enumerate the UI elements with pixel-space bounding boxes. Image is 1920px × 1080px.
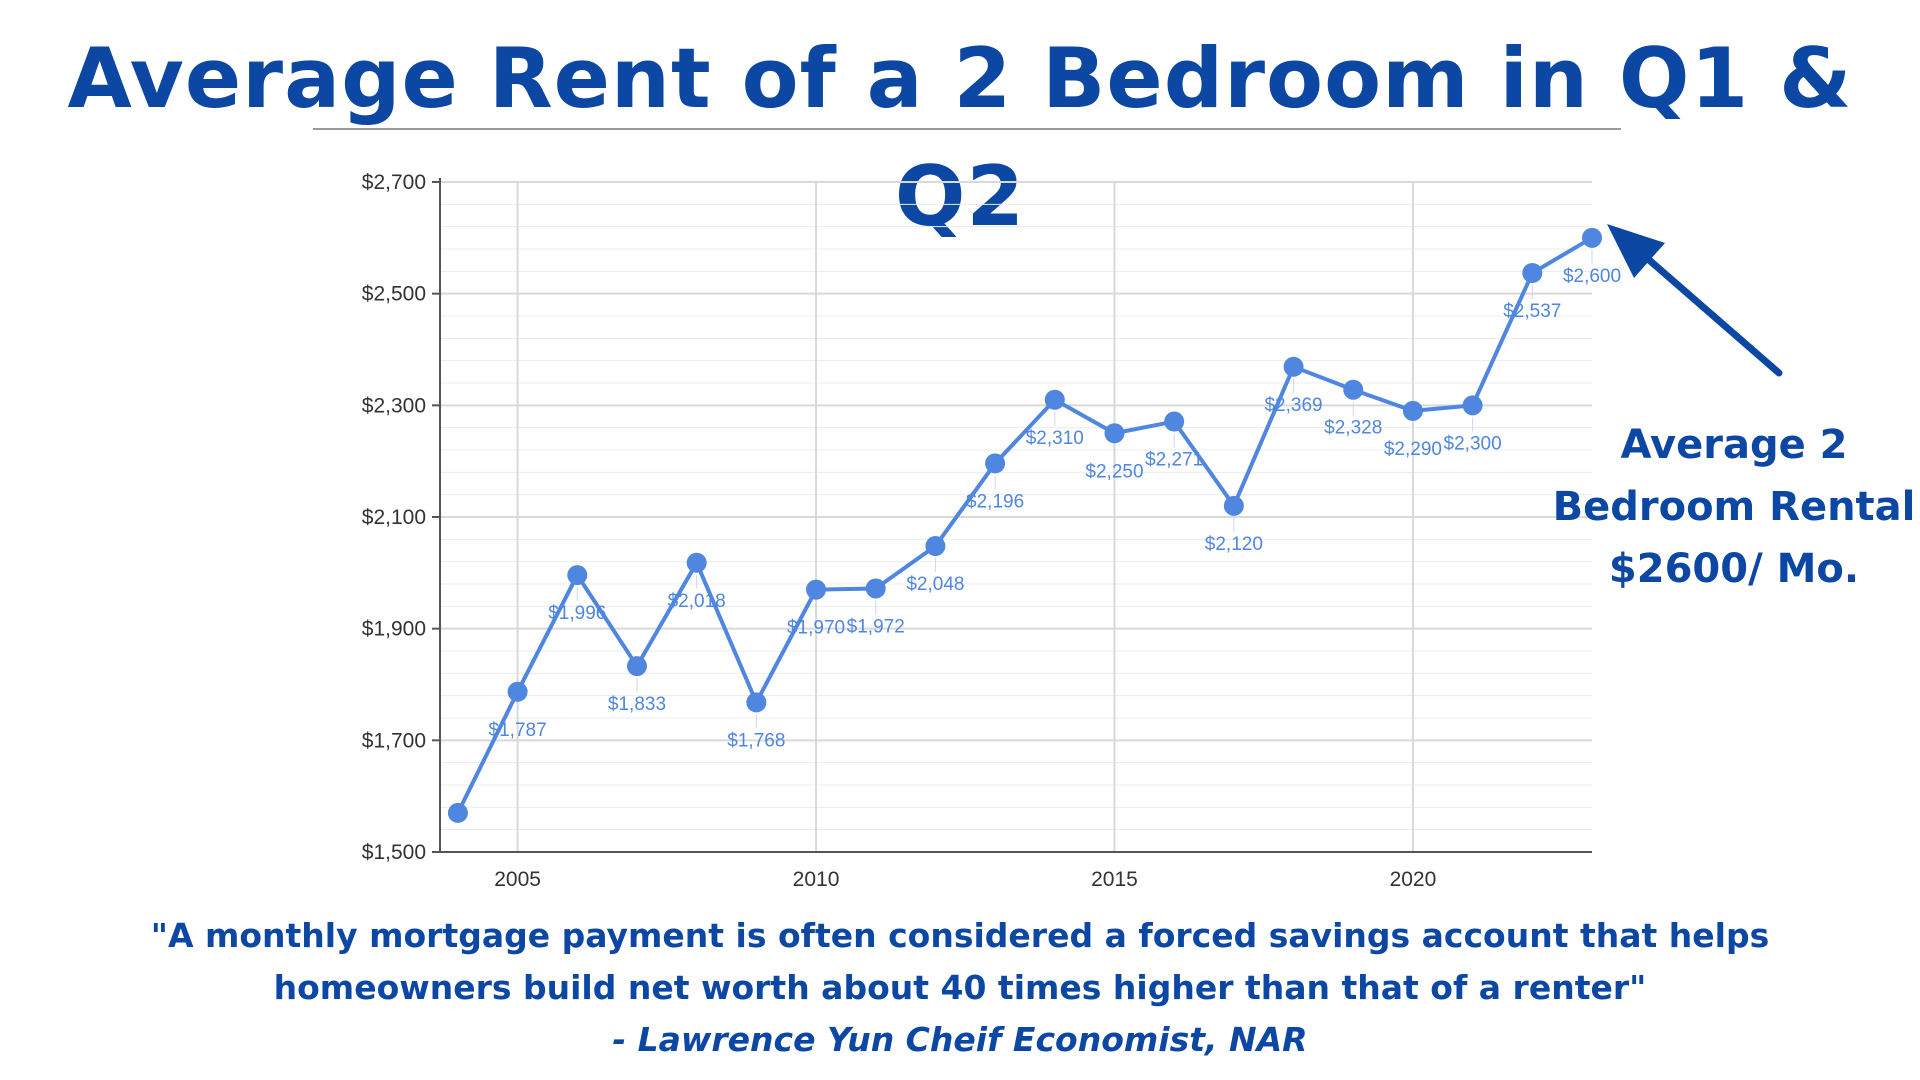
x-tick-label: 2010 xyxy=(793,868,840,891)
data-point xyxy=(746,692,767,713)
quote-attribution: - Lawrence Yun Cheif Economist, NAR xyxy=(612,1020,1308,1059)
callout-line-3: $2600/ Mo. xyxy=(1608,546,1860,592)
x-tick-label: 2015 xyxy=(1091,868,1138,891)
data-label: $2,196 xyxy=(966,491,1024,512)
data-point xyxy=(1283,356,1304,377)
data-point xyxy=(1223,495,1244,516)
data-point xyxy=(686,552,707,573)
data-point xyxy=(567,565,588,586)
callout-line-2: Bedroom Rental xyxy=(1552,484,1916,530)
y-tick-label: $1,500 xyxy=(362,841,426,864)
data-label: $2,018 xyxy=(668,591,726,612)
chart-title: Average Rent of a 2 Bedroom in Q1 & Q2 xyxy=(67,30,1853,245)
y-tick-label: $2,500 xyxy=(362,283,426,306)
quote-block: "A monthly mortgage payment is often con… xyxy=(60,910,1860,1066)
data-label: $2,048 xyxy=(906,574,964,595)
callout-arrow xyxy=(1607,224,1783,377)
data-label: $2,300 xyxy=(1444,433,1502,454)
x-tick-label: 2020 xyxy=(1390,868,1437,891)
grid-lines xyxy=(440,181,1592,852)
data-point xyxy=(1164,411,1185,432)
data-label: $1,972 xyxy=(847,616,905,637)
data-point xyxy=(1582,227,1602,248)
data-point xyxy=(985,453,1006,474)
title-underline xyxy=(313,128,1621,130)
data-label: $2,310 xyxy=(1026,428,1084,449)
data-point xyxy=(1343,379,1364,400)
data-point xyxy=(1522,263,1543,284)
callout-line-1: Average 2 xyxy=(1620,422,1848,468)
y-tick-label: $2,100 xyxy=(362,506,426,529)
y-tick-label: $1,700 xyxy=(362,729,426,752)
data-label: $1,768 xyxy=(727,730,785,751)
data-point xyxy=(806,579,827,600)
quote-line-2: homeowners build net worth about 40 time… xyxy=(273,968,1647,1007)
data-label: $2,600 xyxy=(1563,266,1621,287)
data-label: $2,537 xyxy=(1503,301,1561,322)
y-tick-label: $2,700 xyxy=(362,171,426,194)
y-tick-label: $1,900 xyxy=(362,618,426,641)
data-point xyxy=(507,681,528,702)
data-point xyxy=(865,578,886,599)
data-label: $2,250 xyxy=(1085,461,1143,482)
data-label: $2,328 xyxy=(1324,418,1382,439)
data-label: $2,271 xyxy=(1145,450,1203,471)
data-labels: $1,787 $1,996 $1,833 $2,018 $1,768 $1,970 $1,9… xyxy=(489,249,1621,751)
data-point xyxy=(925,536,946,557)
data-label: $1,833 xyxy=(608,694,666,715)
data-label: $1,970 xyxy=(787,618,845,639)
arrow-head xyxy=(1607,224,1665,278)
arrow-shaft xyxy=(1629,242,1783,377)
callout-text: Average 2 Bedroom Rental $2600/ Mo. xyxy=(1548,414,1920,600)
series-line xyxy=(456,236,1594,814)
data-label: $2,290 xyxy=(1384,439,1442,460)
data-label: $2,120 xyxy=(1205,534,1263,555)
y-tick-label: $2,300 xyxy=(362,394,426,417)
data-point xyxy=(447,802,468,823)
axes: $1,500 $1,700 $1,900 $2,100 $2,300 $2,500 $2,7… xyxy=(362,171,1592,891)
x-tick-label: 2005 xyxy=(494,868,541,891)
data-point xyxy=(1104,423,1125,444)
data-point xyxy=(1044,389,1065,410)
quote-line-1: "A monthly mortgage payment is often con… xyxy=(150,916,1770,955)
data-label: $1,996 xyxy=(548,603,606,624)
data-label: $1,787 xyxy=(489,720,547,741)
data-label: $2,369 xyxy=(1264,395,1322,416)
data-series xyxy=(447,227,1602,823)
data-point xyxy=(1462,395,1483,416)
data-point xyxy=(626,656,647,677)
data-point xyxy=(1402,400,1423,421)
